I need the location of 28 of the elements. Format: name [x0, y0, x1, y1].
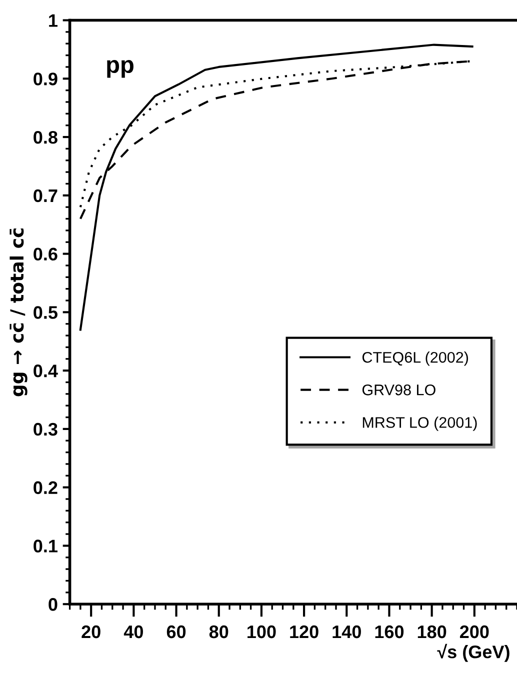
- legend-label: MRST LO (2001): [362, 416, 477, 431]
- x-tick-label: 160: [375, 625, 404, 638]
- y-tick-label: 0.6: [34, 248, 58, 261]
- x-tick-label: 40: [124, 625, 143, 638]
- y-tick-label: 0.8: [34, 130, 58, 144]
- x-tick-label: 20: [82, 625, 100, 638]
- y-tick-label: 0.9: [34, 72, 58, 86]
- y-tick-label: 1: [49, 14, 58, 27]
- x-tick-label: 180: [418, 625, 446, 638]
- y-tick-label: 0.5: [34, 306, 58, 319]
- y-tick-label: 0: [48, 598, 58, 611]
- x-tick-label: 100: [248, 625, 276, 638]
- y-tick-label: 0.7: [34, 189, 58, 202]
- y-tick-label: 0.2: [34, 481, 58, 494]
- x-tick-label: 60: [166, 625, 186, 638]
- legend-label: CTEQ6L (2002): [362, 352, 468, 366]
- y-tick-label: 0.3: [34, 422, 58, 436]
- y-axis-title: gg → cc̄ / total cc̄: [10, 228, 28, 396]
- legend-label: GRV98 LO: [362, 384, 436, 396]
- x-tick-label: 140: [332, 625, 361, 638]
- y-tick-label: 0.1: [34, 540, 58, 552]
- x-tick-label: 200: [460, 625, 489, 638]
- annotation: pp: [107, 60, 134, 78]
- y-tick-label: 0.4: [34, 364, 58, 378]
- x-tick-label: 80: [209, 625, 228, 638]
- x-tick-label: 120: [290, 625, 318, 638]
- x-axis-title: √s (GeV): [437, 644, 510, 662]
- line-series: [79, 44, 474, 331]
